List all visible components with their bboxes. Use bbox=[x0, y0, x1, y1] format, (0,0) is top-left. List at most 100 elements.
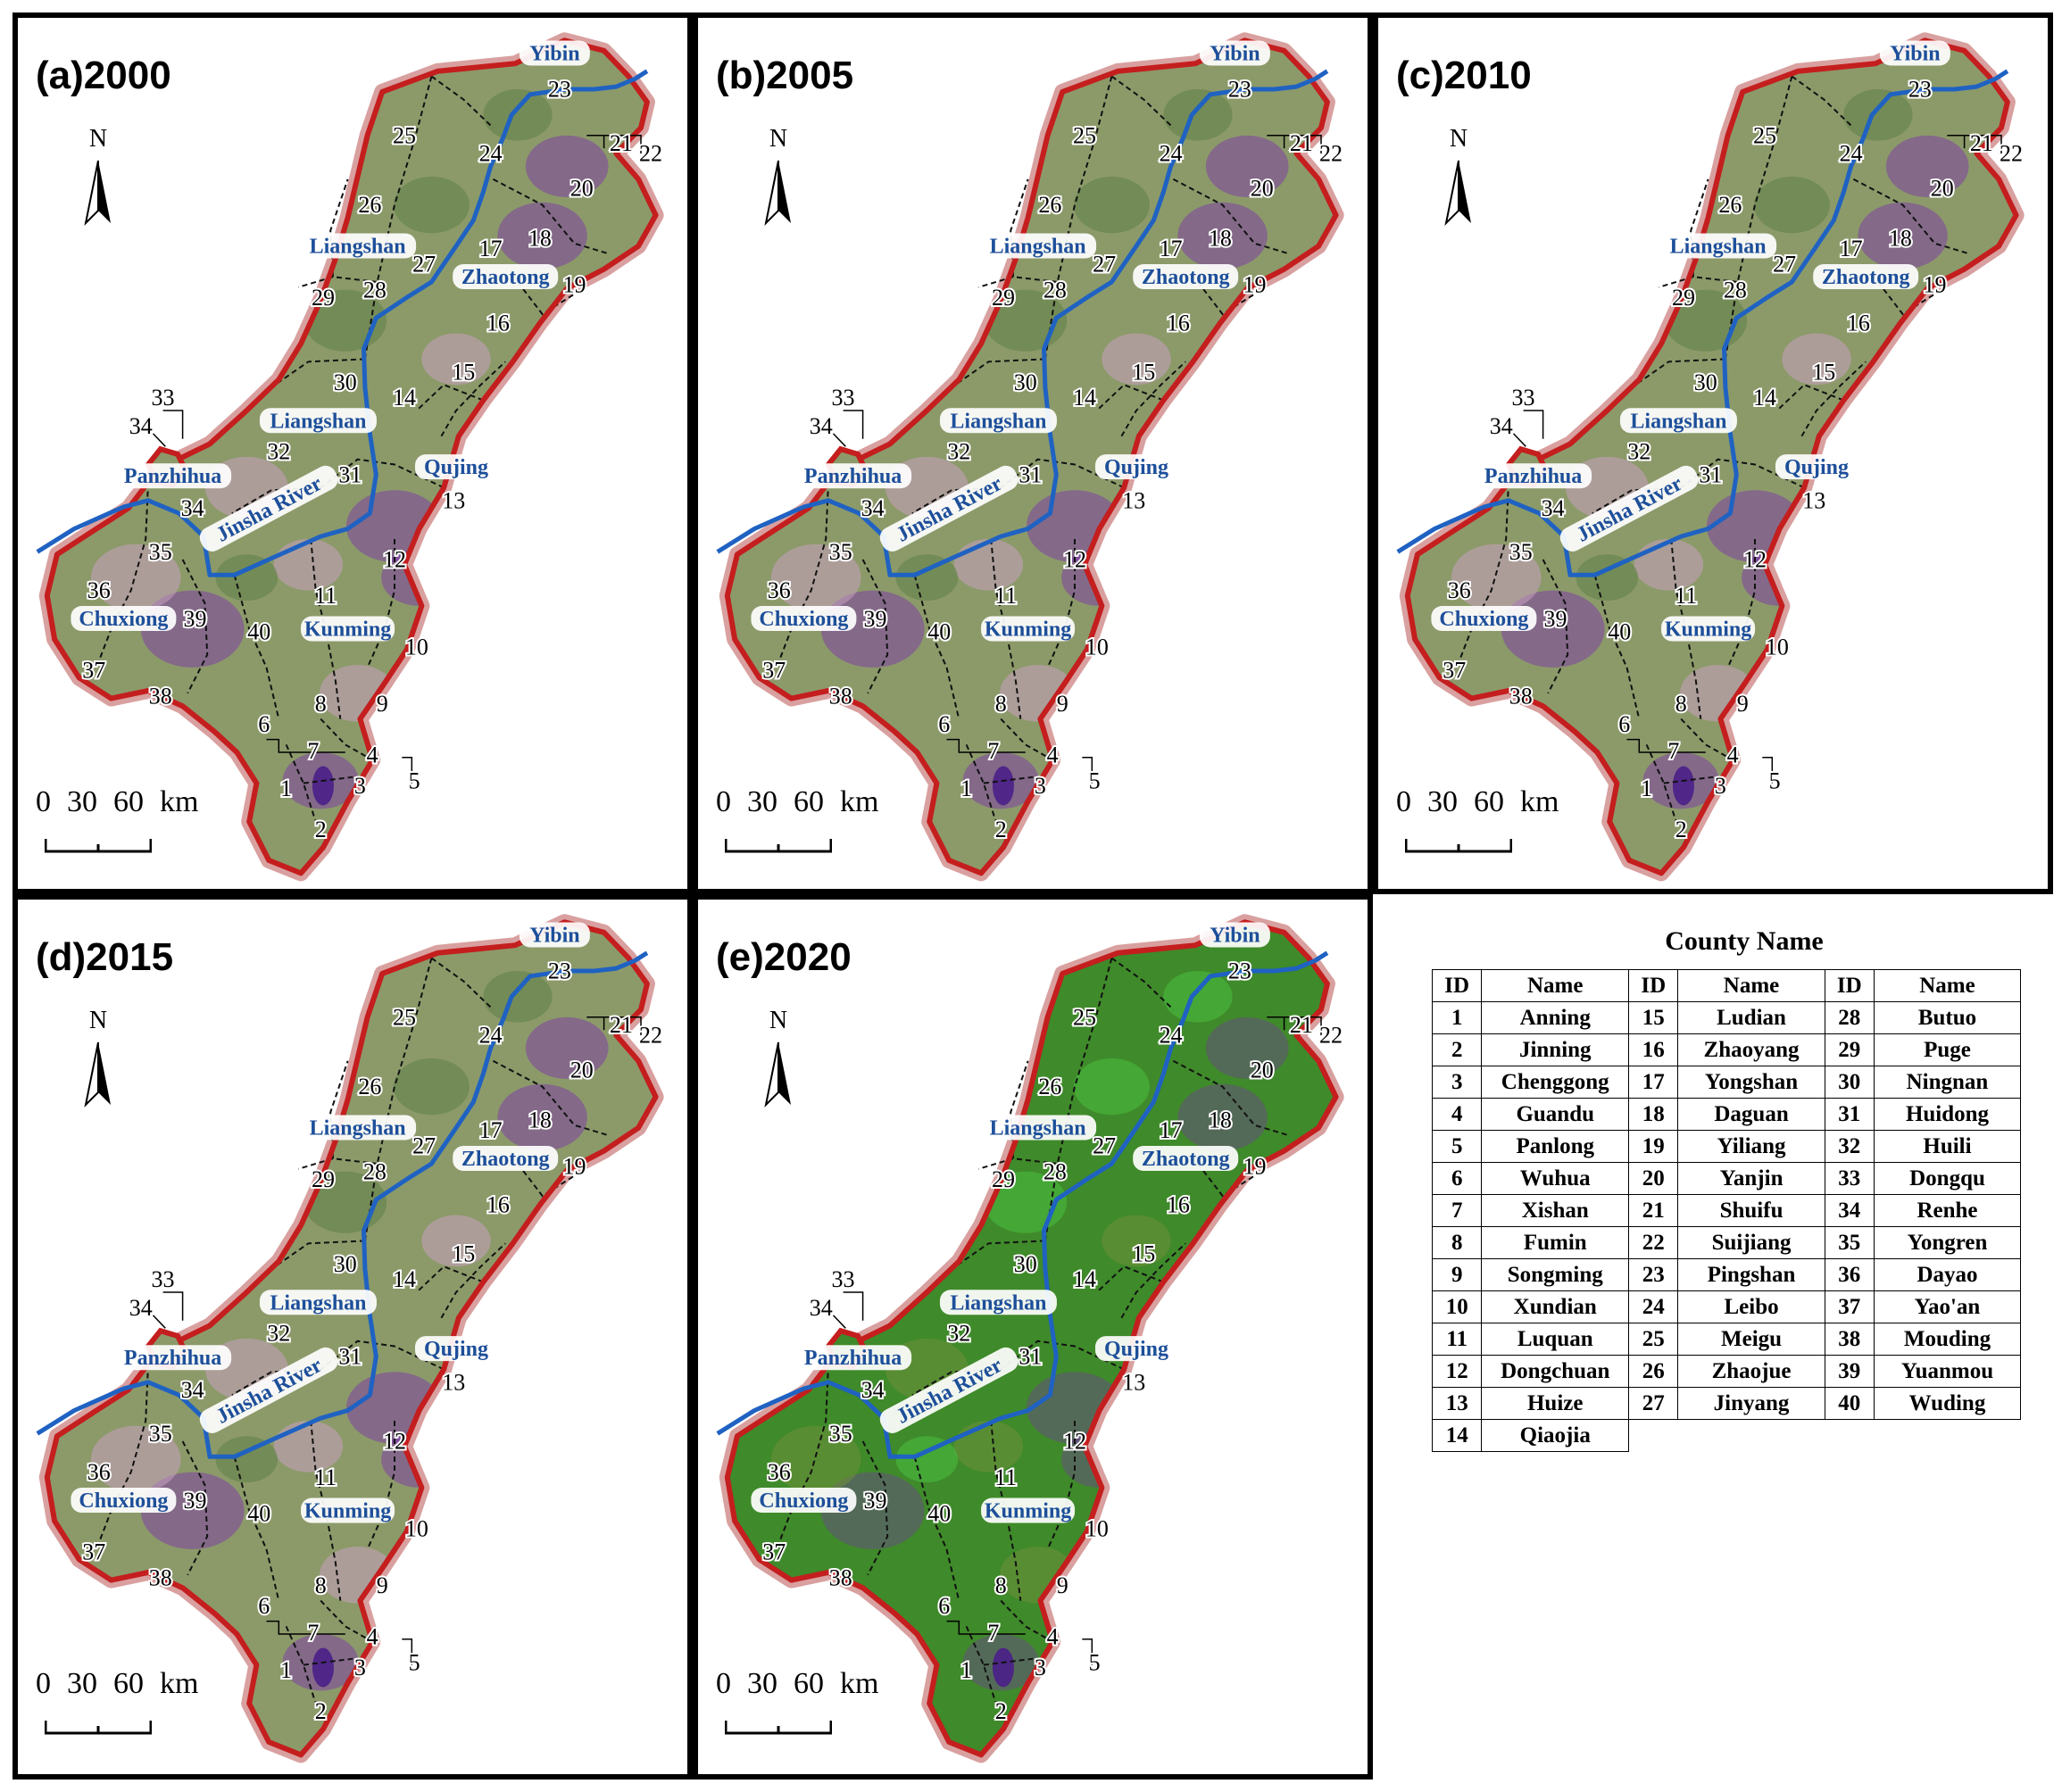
county-id-cell: 6 bbox=[1431, 1162, 1483, 1195]
county-id-label: 32 bbox=[267, 1321, 290, 1347]
land-cover-patch bbox=[1102, 1215, 1171, 1267]
county-table-row: 1 Anning 15 Ludian 28 Butuo bbox=[1431, 1001, 2022, 1034]
label-halo bbox=[71, 606, 177, 632]
scale-tick-60: 60 bbox=[1474, 785, 1504, 818]
region-name-text: Liangshan bbox=[270, 1291, 366, 1315]
region-name-text: Panzhihua bbox=[804, 465, 902, 488]
leader-line bbox=[832, 1315, 846, 1329]
county-id-label: 12 bbox=[1743, 547, 1767, 573]
county-id-label: 4 bbox=[1727, 743, 1739, 768]
county-id-label: 20 bbox=[1251, 1058, 1274, 1083]
label-halo bbox=[199, 465, 338, 552]
land-cover-patch bbox=[1843, 89, 1913, 141]
county-id-label: 37 bbox=[82, 1539, 105, 1565]
region-name-label: Chuxiong bbox=[751, 1488, 857, 1514]
county-id-label: 16 bbox=[1167, 1192, 1190, 1218]
land-cover-fill bbox=[46, 40, 656, 874]
county-id-label: 37 bbox=[82, 658, 105, 684]
label-halo bbox=[299, 233, 417, 259]
county-boundary bbox=[366, 539, 395, 668]
region-name-label: Zhaotong bbox=[453, 1146, 559, 1171]
county-id-label: 35 bbox=[149, 1421, 172, 1447]
county-id-label: 21 bbox=[610, 130, 633, 156]
county-id-label: 33 bbox=[152, 1266, 175, 1292]
county-id-label: 22 bbox=[2000, 141, 2023, 167]
county-id-label: 26 bbox=[358, 1074, 381, 1099]
county-id-label: 12 bbox=[1063, 547, 1086, 573]
county-boundary bbox=[96, 482, 149, 668]
county-table-title: County Name bbox=[1665, 926, 1824, 956]
county-boundary bbox=[1791, 75, 1855, 129]
panel-title: (b)2005 bbox=[716, 54, 854, 97]
county-id-label: 5 bbox=[1769, 767, 1781, 793]
county-id-label: 12 bbox=[1063, 1429, 1086, 1455]
leader-line bbox=[152, 433, 166, 447]
land-cover-patch bbox=[1858, 202, 1948, 270]
land-cover-patch bbox=[215, 554, 279, 601]
county-id-cell: 33 bbox=[1824, 1162, 1875, 1195]
region-name-label: Liangshan bbox=[939, 1290, 1057, 1315]
county-id-cell: 15 bbox=[1628, 1001, 1679, 1034]
county-id-label: 34 bbox=[861, 495, 885, 521]
land-cover-patches bbox=[770, 89, 1289, 809]
county-id-label: 39 bbox=[863, 1488, 886, 1514]
county-id-cell: 12 bbox=[1431, 1355, 1483, 1388]
leader-line bbox=[152, 1315, 166, 1329]
region-name-label: Zhaotong bbox=[1133, 264, 1239, 289]
scale-unit: km bbox=[160, 785, 199, 818]
county-id-label: 14 bbox=[393, 385, 416, 411]
county-boundary bbox=[913, 1456, 960, 1601]
county-id-label: 31 bbox=[1699, 462, 1722, 488]
county-id-label: 9 bbox=[1737, 691, 1749, 717]
land-cover-patch bbox=[303, 289, 387, 352]
label-halo bbox=[259, 1290, 377, 1315]
label-halo bbox=[1619, 408, 1737, 434]
county-id-label: 34 bbox=[1490, 413, 1513, 439]
county-id-label: 28 bbox=[1724, 277, 1747, 303]
county-id-label: 24 bbox=[1160, 141, 1183, 167]
county-id-cell: 8 bbox=[1431, 1226, 1483, 1259]
leader-line bbox=[402, 1639, 413, 1665]
county-id-label: 27 bbox=[1093, 1132, 1116, 1158]
county-id-label: 4 bbox=[367, 1624, 378, 1650]
region-name-text: Chuxiong bbox=[1439, 608, 1528, 631]
county-table-row: 14 Qiaojia bbox=[1431, 1419, 2021, 1452]
region-name-label: Yibin bbox=[519, 922, 590, 948]
county-id-label: 7 bbox=[307, 1620, 319, 1646]
scale-tick-60: 60 bbox=[113, 785, 144, 818]
county-id-label: 4 bbox=[1047, 1624, 1059, 1650]
region-name-label: Kunming bbox=[981, 616, 1076, 642]
label-halo bbox=[939, 408, 1057, 434]
label-halo bbox=[301, 1497, 395, 1523]
county-boundary bbox=[430, 957, 495, 1010]
county-id-cell: 14 bbox=[1431, 1419, 1483, 1452]
north-arrow-shape bbox=[764, 160, 791, 227]
county-id-label: 29 bbox=[1672, 285, 1695, 311]
region-name-text: Yibin bbox=[529, 924, 579, 947]
county-id-label: 20 bbox=[570, 176, 594, 202]
county-id-label: 6 bbox=[1618, 711, 1630, 737]
region-name-text: Liangshan bbox=[990, 1116, 1086, 1140]
county-id-label: 29 bbox=[312, 1166, 335, 1192]
region-name-text: Yibin bbox=[1210, 42, 1260, 65]
leader-line bbox=[586, 135, 642, 153]
county-id-label: 31 bbox=[338, 1344, 362, 1370]
county-boundary bbox=[1877, 281, 1934, 316]
county-id-label: 7 bbox=[1667, 738, 1679, 764]
county-id-label: 1 bbox=[1641, 776, 1652, 801]
county-boundary bbox=[430, 75, 495, 129]
label-halo bbox=[299, 1115, 417, 1141]
county-name-cell: Puge bbox=[1873, 1033, 2022, 1066]
label-halo bbox=[1475, 463, 1592, 489]
county-id-label: 2 bbox=[1675, 817, 1687, 842]
county-id-cell: 23 bbox=[1628, 1258, 1679, 1291]
county-id-label: 19 bbox=[562, 1154, 586, 1180]
county-id-label: 32 bbox=[267, 439, 290, 465]
region-name-text: Liangshan bbox=[270, 410, 366, 433]
county-id-label: 19 bbox=[562, 272, 586, 298]
county-id-cell: 32 bbox=[1824, 1130, 1875, 1163]
leader-line bbox=[266, 738, 345, 753]
scale-unit: km bbox=[1520, 785, 1559, 818]
county-id-label: 26 bbox=[1718, 192, 1742, 218]
